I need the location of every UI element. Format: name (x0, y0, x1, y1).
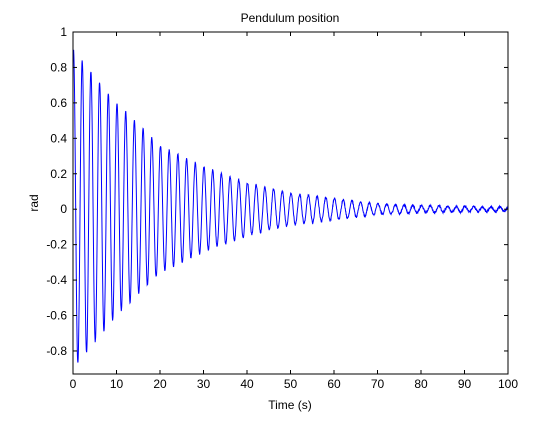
x-tick-label: 70 (371, 377, 385, 391)
x-tick-label: 60 (327, 377, 341, 391)
series-layer (72, 49, 509, 363)
y-tick-label: 0.8 (50, 60, 67, 74)
chart-title: Pendulum position (241, 11, 340, 25)
y-axis-label: rad (27, 194, 41, 211)
axes-box (72, 31, 509, 375)
y-tick-label: -0.4 (46, 273, 67, 287)
tick-layer: 0 10 20 30 40 50 60 70 80 90 100 -0.8 -0.6 -0.4 -0.2 0 0… (46, 25, 518, 391)
y-tick-label: 0 (60, 202, 67, 216)
x-tick-label: 20 (153, 377, 167, 391)
y-tick-label: -0.8 (46, 344, 67, 358)
y-tick-label: -0.6 (46, 309, 67, 323)
pendulum-position-line (72, 49, 509, 363)
y-tick-label: -0.2 (46, 238, 67, 252)
plot-area (73, 32, 508, 374)
y-tick-label: 0.2 (50, 167, 67, 181)
x-tick-label: 0 (70, 377, 77, 391)
x-tick-label: 50 (284, 377, 298, 391)
y-tick-label: 1 (60, 25, 67, 39)
x-tick-label: 10 (110, 377, 124, 391)
x-tick-label: 40 (240, 377, 254, 391)
x-tick-label: 100 (498, 377, 518, 391)
x-tick-label: 30 (197, 377, 211, 391)
y-tick-label: 0.4 (50, 131, 67, 145)
x-tick-label: 90 (458, 377, 472, 391)
x-axis-label: Time (s) (268, 398, 312, 412)
x-tick-label: 80 (414, 377, 428, 391)
y-tick-label: 0.6 (50, 96, 67, 110)
